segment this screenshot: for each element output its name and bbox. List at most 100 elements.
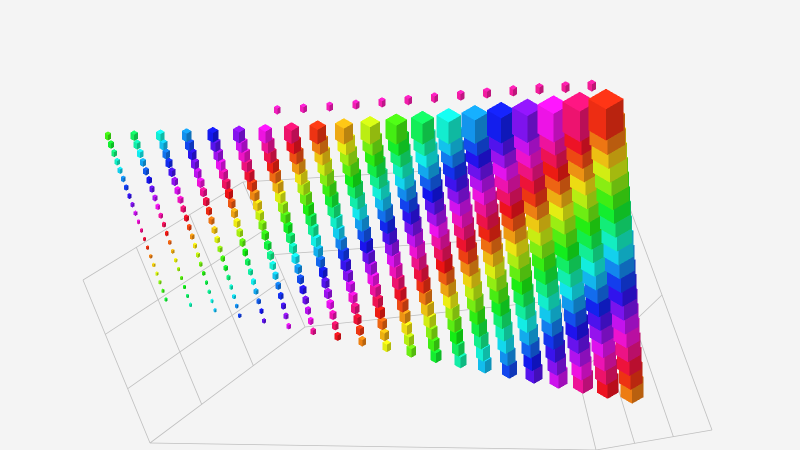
cube-marker xyxy=(256,298,261,305)
cube-marker xyxy=(136,148,144,159)
cube-marker xyxy=(174,186,181,195)
cube-marker xyxy=(353,313,362,326)
cube-marker xyxy=(283,220,293,235)
cube-marker xyxy=(352,99,360,110)
cube-marker xyxy=(232,293,236,300)
cube-marker xyxy=(143,236,147,242)
cube-marker xyxy=(334,118,353,145)
cube-marker xyxy=(294,263,302,275)
cube-marker xyxy=(130,201,135,208)
cube-marker xyxy=(261,229,269,241)
cube-marker xyxy=(401,319,413,336)
cube-marker xyxy=(385,113,407,145)
cube-marker xyxy=(248,268,254,276)
cube-marker xyxy=(286,322,291,330)
cube-marker xyxy=(269,260,277,271)
cube-marker xyxy=(223,264,228,272)
cube-marker xyxy=(217,245,223,253)
cube-marker xyxy=(120,175,126,183)
cube-marker xyxy=(274,105,281,115)
cube-marker xyxy=(237,313,242,318)
cube-marker xyxy=(189,233,195,240)
cube-marker xyxy=(202,196,210,207)
cube-marker xyxy=(350,302,360,315)
cube-marker xyxy=(168,239,172,245)
cube-marker xyxy=(114,157,120,166)
cube-marker xyxy=(210,298,214,304)
cube-marker xyxy=(139,228,144,233)
cube-marker xyxy=(348,290,358,304)
cube-marker xyxy=(177,195,184,204)
cube-marker xyxy=(152,262,156,268)
cube-marker xyxy=(124,184,129,191)
cube-marker xyxy=(291,252,300,265)
cube-marker xyxy=(300,103,307,114)
cube-marker xyxy=(183,284,187,290)
cube-marker xyxy=(233,125,246,144)
cube-marker xyxy=(235,303,239,309)
cube-marker xyxy=(183,214,189,222)
cube-marker xyxy=(159,138,168,151)
cube-marker xyxy=(305,306,312,315)
cube-marker xyxy=(133,210,138,216)
cube-marker xyxy=(161,288,165,294)
cube-marker xyxy=(262,318,266,324)
cube-marker xyxy=(236,227,244,238)
cube-marker xyxy=(316,254,326,269)
cube-marker xyxy=(283,312,289,320)
cube-marker xyxy=(360,116,380,145)
cube-marker xyxy=(587,79,596,92)
cube-marker xyxy=(375,305,385,320)
cube-marker xyxy=(156,129,165,142)
cube-marker xyxy=(326,101,334,112)
cube-marker xyxy=(280,209,291,224)
cube-marker xyxy=(186,293,190,299)
cube-marker xyxy=(242,248,249,257)
cube-marker xyxy=(299,284,307,295)
cube-marker xyxy=(164,230,169,237)
cube-marker xyxy=(181,128,192,143)
cube-marker xyxy=(329,309,337,321)
cube-marker xyxy=(207,289,211,295)
cube-marker xyxy=(302,295,309,305)
cube-marker xyxy=(143,167,149,176)
cube-marker xyxy=(332,320,339,331)
cube-marker xyxy=(509,85,517,97)
cube-marker xyxy=(245,258,251,267)
cube-marker xyxy=(171,176,178,187)
cube-marker xyxy=(324,287,332,300)
cube-marker xyxy=(204,280,209,285)
cube-marker xyxy=(177,266,181,272)
cube-marker xyxy=(152,194,158,202)
cube-marker xyxy=(449,325,463,345)
cube-marker xyxy=(111,149,117,158)
cube-marker xyxy=(356,324,364,336)
cube-marker xyxy=(259,308,264,315)
cube-marker xyxy=(318,265,328,279)
cube-marker xyxy=(326,298,335,310)
cube-marker xyxy=(334,331,341,341)
cube-marker xyxy=(313,243,323,258)
cube-marker xyxy=(189,302,193,308)
cube-marker xyxy=(180,205,187,213)
cube-marker xyxy=(404,94,412,106)
cube-marker xyxy=(365,258,377,276)
cube-marker xyxy=(180,275,184,281)
cube-marker xyxy=(310,327,316,336)
cube-marker xyxy=(213,308,217,313)
cube-marker xyxy=(250,278,256,286)
cube-marker xyxy=(227,197,236,209)
cube-marker xyxy=(108,140,114,149)
cube-marker xyxy=(186,223,192,231)
cube-marker xyxy=(486,101,516,144)
cube-marker xyxy=(149,185,155,193)
cube-marker xyxy=(146,176,152,185)
cube-marker xyxy=(162,148,170,160)
cube-marker xyxy=(436,108,462,145)
cube-marker xyxy=(267,250,274,261)
cube-marker xyxy=(377,316,387,331)
cube-marker xyxy=(140,157,147,167)
cube-marker xyxy=(258,124,272,144)
